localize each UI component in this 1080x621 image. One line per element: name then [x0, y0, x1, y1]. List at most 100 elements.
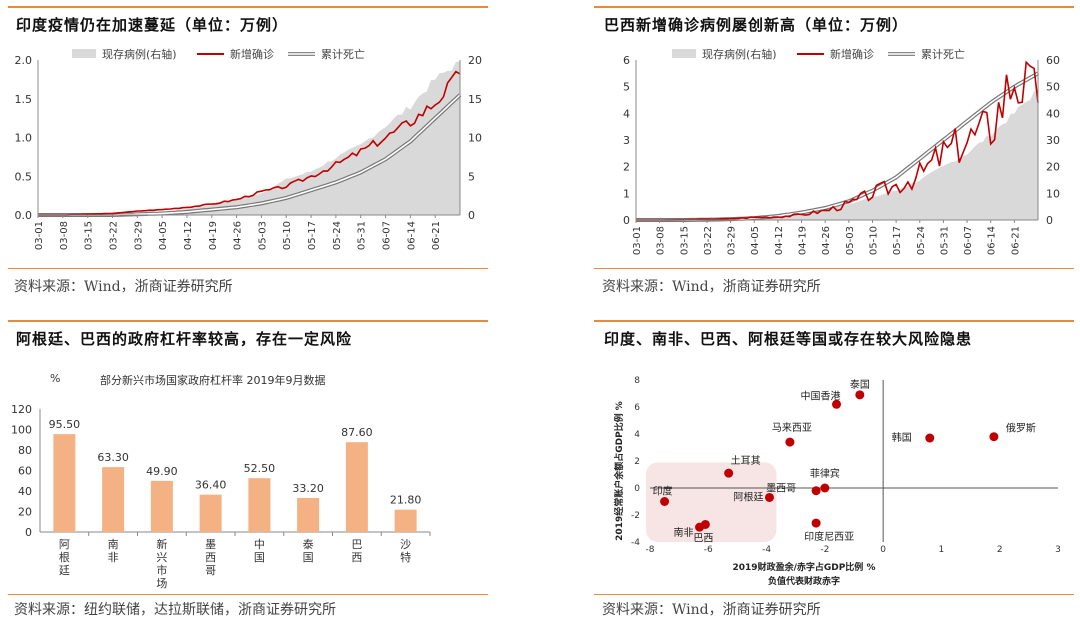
- x-tick-label: 阿: [59, 538, 70, 551]
- top-rule-left: [8, 6, 488, 8]
- x-axis-subtitle: 负值代表财政赤字: [768, 575, 840, 587]
- chart3-title: 阿根廷、巴西的政府杠杆率较高，存在一定风险: [16, 330, 353, 348]
- bar-value-label: 21.80: [390, 494, 422, 507]
- point-label: 中国香港: [801, 389, 841, 402]
- legend-label-new-cases: 新增确诊: [230, 47, 274, 61]
- point-label: 墨西哥: [766, 483, 796, 495]
- x-tick-label: 03-15: [679, 226, 690, 255]
- x-tick-label: 泰: [303, 537, 314, 551]
- x-tick-label: 市: [156, 563, 167, 577]
- x-tick-label: 非: [108, 551, 119, 564]
- y-tick: 20: [18, 506, 32, 519]
- y-tick-right: 10: [468, 132, 482, 145]
- x-tick-label: 西: [205, 551, 216, 564]
- mid-rule-right: [594, 320, 1074, 322]
- bar-6: [345, 442, 368, 532]
- point-label: 泰国: [850, 378, 870, 391]
- x-tick-label: 05-03: [845, 226, 856, 255]
- x-tick: -8: [646, 545, 655, 555]
- x-tick-label: 国: [303, 551, 314, 564]
- legend-swatch-active-cases: [672, 49, 696, 58]
- point-2: [989, 432, 999, 442]
- chart2-title: 巴西新增确诊病例屡创新高（单位：万例）: [604, 16, 909, 34]
- y-tick-right: 5: [468, 170, 475, 183]
- series-active-cases-area: [636, 89, 1038, 220]
- x-axis-title: 2019财政盈余/赤字占GDP比例 %: [733, 561, 876, 573]
- bar-value-label: 52.50: [244, 462, 276, 475]
- y-tick: -4: [631, 538, 640, 548]
- point-label: 阿根廷: [733, 490, 763, 503]
- point-5: [724, 468, 734, 478]
- series-new-cases-line: [636, 60, 1039, 221]
- x-tick-label: 04-26: [233, 221, 244, 250]
- x-tick-label: 03-15: [84, 221, 95, 250]
- x-tick-label: 国: [254, 551, 265, 564]
- series-active-cases-area: [38, 61, 460, 215]
- x-tick-label: 05-10: [868, 226, 879, 255]
- x-tick-label: 05-31: [939, 226, 950, 255]
- legend-label-active-cases: 现存病例(右轴): [702, 47, 777, 61]
- y-tick-left: 2.0: [15, 54, 33, 67]
- y-tick-left: 3: [623, 134, 630, 147]
- x-tick-label: 04-26: [821, 226, 832, 255]
- x-tick-label: 兴: [156, 551, 167, 564]
- y-tick: 100: [11, 424, 32, 437]
- y-tick: 6: [634, 403, 640, 413]
- bar-2: [150, 480, 173, 532]
- chart4-scatter-risk: -4 -2 0 2 4 6 8 -8 -6 -4 -2 0 1 2 3 2019财政盈余/赤字占GDP比例 %…: [613, 376, 1061, 587]
- mid-rule-left: [8, 320, 488, 322]
- point-4: [785, 437, 795, 447]
- point-3: [925, 433, 935, 443]
- x-tick: 2: [997, 545, 1003, 555]
- y-tick-right: 60: [1046, 54, 1060, 67]
- x-tick-label: 南: [108, 538, 119, 551]
- x-tick-label: 廷: [59, 564, 70, 577]
- x-tick-label: 06-21: [431, 221, 442, 250]
- y-tick-left: 5: [623, 81, 630, 94]
- x-tick-label: 06-21: [1010, 226, 1021, 255]
- x-tick-label: 05-17: [892, 226, 903, 255]
- y-tick-left: 1.0: [15, 132, 33, 145]
- y-unit: %: [50, 372, 60, 385]
- legend-swatch-active-cases: [72, 49, 96, 58]
- chart4-title: 印度、南非、巴西、阿根廷等国或存在较大风险隐患: [604, 330, 973, 348]
- point-label: 俄罗斯: [1006, 422, 1036, 435]
- point-label: 马来西亚: [772, 422, 812, 434]
- top-rule-right: [594, 6, 1074, 8]
- x-tick-label: 04-05: [158, 221, 169, 250]
- y-tick: 0: [634, 484, 640, 494]
- bar-1: [102, 467, 125, 532]
- y-tick: -2: [631, 511, 640, 521]
- x-tick-label: 03-22: [703, 226, 714, 255]
- bar-subtitle: 部分新兴市场国家政府杠杆率 2019年9月数据: [100, 373, 326, 387]
- y-tick-right: 20: [468, 54, 482, 67]
- x-tick-label: 哥: [205, 564, 216, 577]
- y-tick: 120: [11, 403, 32, 416]
- bar-value-label: 95.50: [49, 418, 81, 431]
- x-tick-label: 05-10: [282, 221, 293, 250]
- bar-value-label: 49.90: [146, 465, 178, 478]
- x-tick-label: 沙: [400, 538, 411, 551]
- risk-region: [646, 462, 777, 542]
- point-label: 印度尼西亚: [804, 530, 854, 543]
- legend-label-deaths: 累计死亡: [321, 47, 365, 61]
- x-tick-label: 06-14: [406, 221, 417, 250]
- y-tick-right: 40: [1046, 107, 1060, 120]
- y-tick: 0: [25, 526, 32, 539]
- y-tick-right: 0: [1046, 214, 1053, 227]
- chart2-source-rule: [594, 268, 1074, 269]
- y-tick-left: 1.5: [15, 93, 33, 106]
- chart3-source-rule: [8, 594, 488, 595]
- x-tick-label: 03-08: [59, 221, 70, 250]
- point-9: [660, 497, 670, 506]
- y-tick: 80: [18, 444, 32, 457]
- x-tick-label: 根: [59, 550, 70, 564]
- chart2-brazil-covid: 现存病例(右轴) 新增确诊 累计死亡0123456010203040506003-0…: [623, 47, 1060, 255]
- point-label: 土耳其: [731, 454, 761, 467]
- bar-7: [394, 509, 417, 532]
- point-7: [811, 486, 821, 496]
- series-new-cases-line: [38, 70, 461, 216]
- x-tick-label: 03-22: [108, 221, 119, 250]
- x-tick-label: 03-29: [727, 226, 738, 255]
- x-tick-label: 特: [400, 550, 411, 564]
